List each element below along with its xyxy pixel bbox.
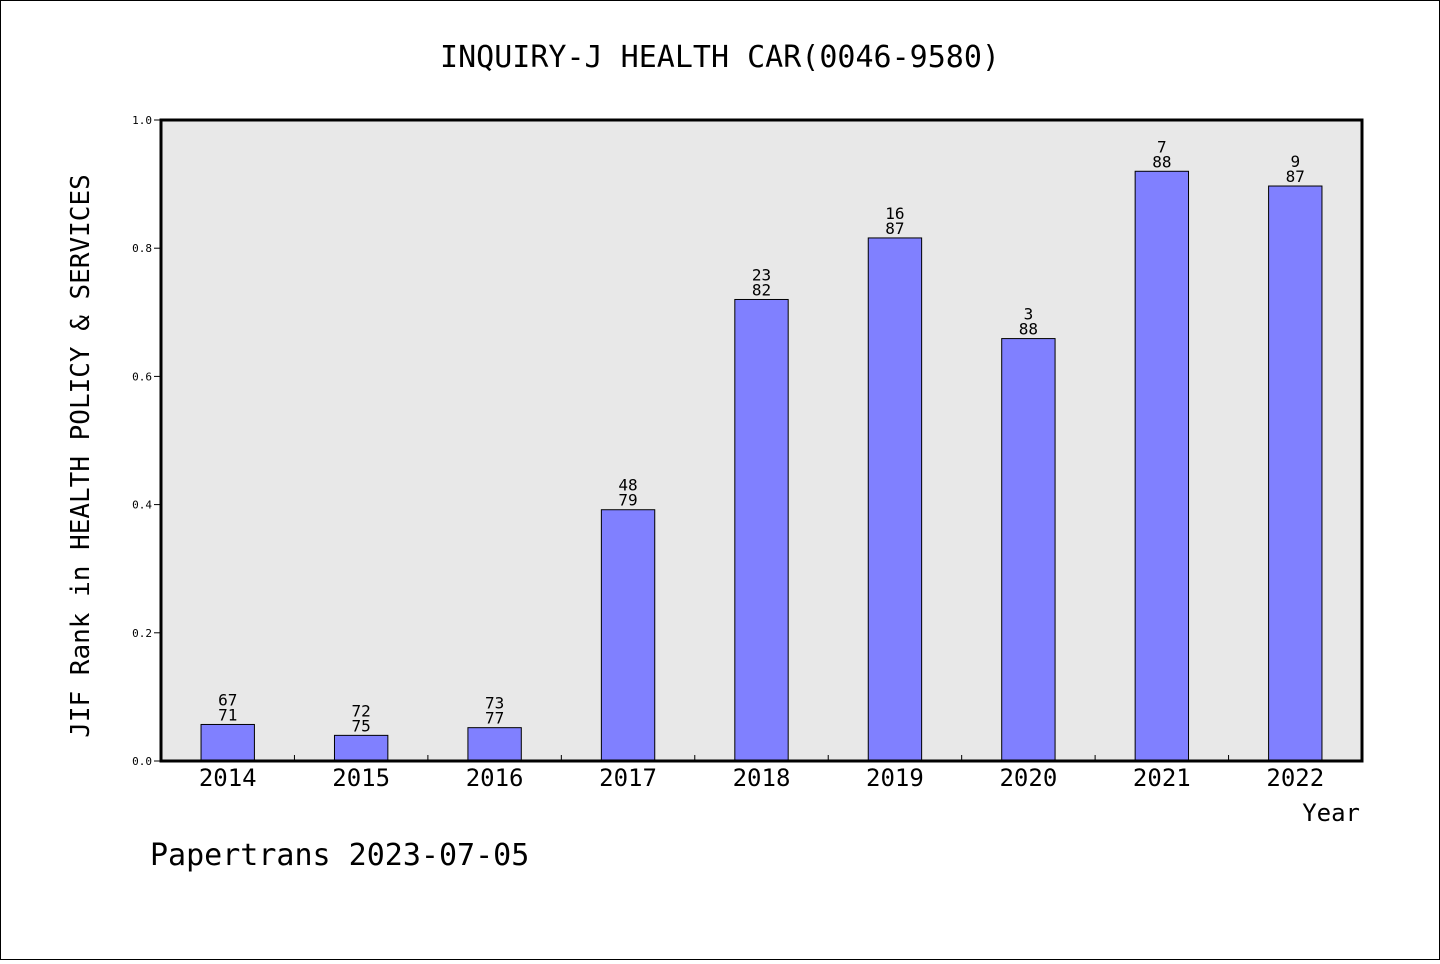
bar-2021 — [1134, 170, 1190, 762]
bar-2018 — [734, 298, 789, 762]
chart-title: INQUIRY-J HEALTH CAR(0046-9580) — [440, 40, 1000, 75]
data-label-rank: 7 — [1157, 137, 1167, 156]
data-label-rank: 3 — [1024, 305, 1034, 324]
footer-text: Papertrans 2023-07-05 — [150, 838, 529, 873]
x-tick-label: 2018 — [733, 764, 791, 792]
x-tick-label: 2014 — [199, 764, 257, 792]
x-tick-label: 2019 — [866, 764, 924, 792]
x-tick-label: 2020 — [999, 764, 1057, 792]
y-tick-label: 0.8 — [132, 242, 152, 255]
x-tick-label: 2015 — [332, 764, 390, 792]
y-tick-label: 0.4 — [132, 499, 152, 512]
x-tick-label: 2022 — [1266, 764, 1324, 792]
data-label-rank: 67 — [218, 690, 237, 709]
y-axis-label: JIF Rank in HEALTH POLICY & SERVICES — [66, 174, 96, 738]
bar-2017 — [600, 509, 656, 762]
data-label-rank: 23 — [752, 265, 771, 284]
data-label-total: 87 — [1286, 167, 1305, 186]
bar-2022 — [1268, 185, 1323, 762]
y-tick-label: 0.0 — [132, 755, 152, 768]
data-label-total: 77 — [485, 709, 504, 728]
data-label-total: 88 — [1152, 152, 1171, 171]
x-axis-ticks: 2014 2015 2016 2017 2018 2019 2020 2021 2022 — [199, 755, 1324, 792]
x-axis-label: Year — [1302, 799, 1360, 827]
data-label-rank: 72 — [352, 701, 371, 720]
bar-2020 — [1001, 338, 1056, 762]
bars — [200, 170, 1323, 762]
data-label-rank: 9 — [1290, 152, 1300, 171]
plot-border — [159, 118, 1364, 763]
bar-2014 — [200, 723, 255, 762]
data-label-total: 79 — [618, 491, 637, 510]
bar-2016 — [467, 727, 522, 762]
data-label-total: 75 — [352, 716, 371, 735]
data-label-rank: 16 — [885, 204, 904, 223]
bar-2015 — [333, 734, 389, 762]
x-tick-label: 2021 — [1133, 764, 1191, 792]
data-label-rank: 73 — [485, 694, 504, 713]
x-tick-label: 2016 — [466, 764, 524, 792]
y-tick-label: 0.6 — [132, 370, 152, 383]
data-label-total: 87 — [885, 219, 904, 238]
y-tick-label: 0.2 — [132, 627, 152, 640]
y-tick-label: 1.0 — [132, 114, 152, 127]
data-label-total: 71 — [218, 705, 237, 724]
bar-2019 — [867, 237, 923, 762]
x-tick-label: 2017 — [599, 764, 657, 792]
data-label-total: 82 — [752, 280, 771, 299]
y-axis-ticks: 0.0 0.2 0.4 0.6 0.8 1.0 — [132, 114, 161, 768]
data-label-rank: 48 — [618, 476, 637, 495]
data-label-total: 88 — [1019, 320, 1038, 339]
